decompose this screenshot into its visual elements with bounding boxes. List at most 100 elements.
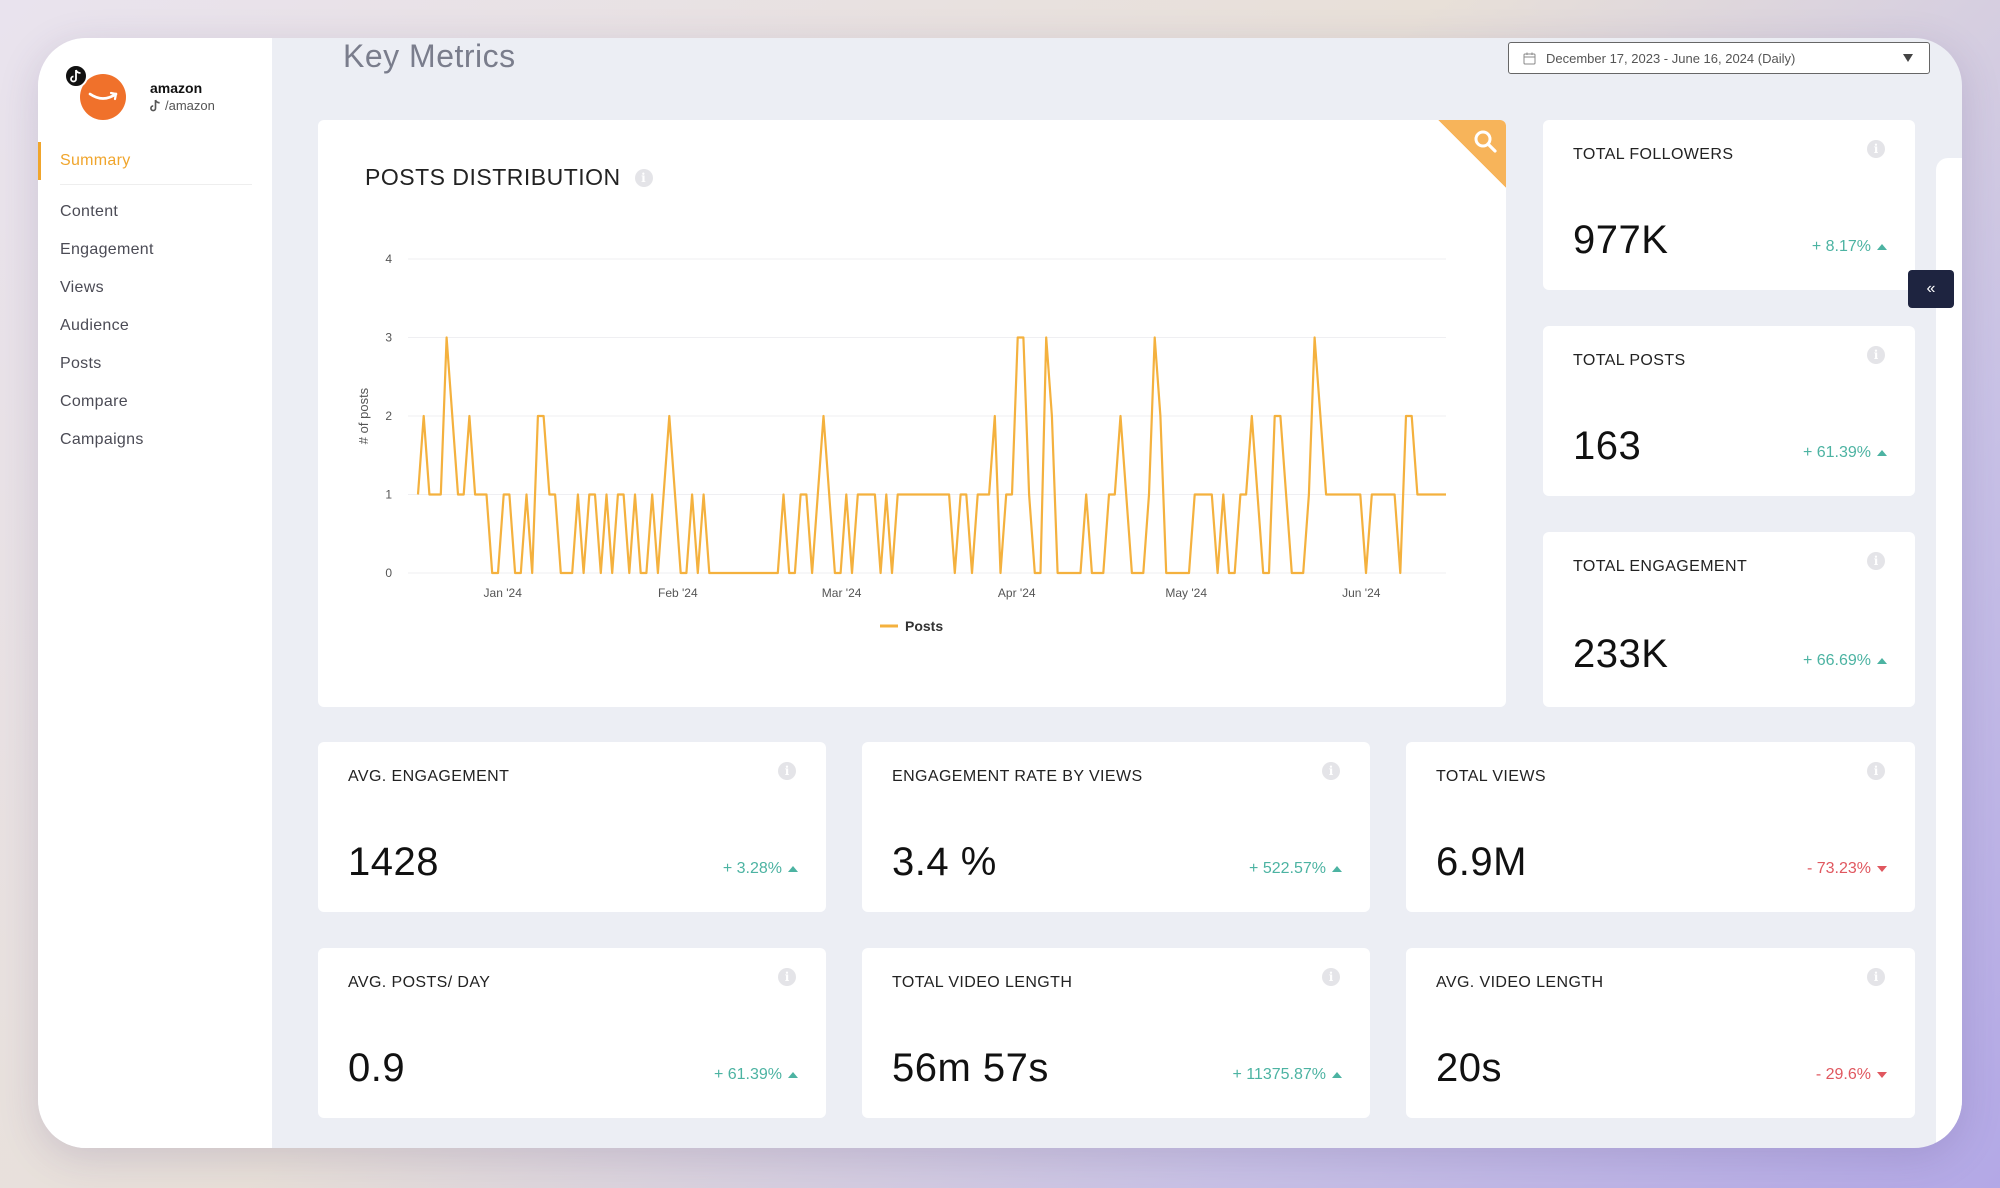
metric-change-text: + 61.39% (1802, 444, 1871, 461)
metric-card-engagement-rate: ENGAGEMENT RATE BY VIEWS i 3.4 % + 522.5… (862, 742, 1370, 912)
x-tick-label: Jan '24 (484, 586, 523, 600)
app-window: amazon /amazon Summary Content Engagemen… (38, 38, 1962, 1148)
brand-name: amazon (150, 80, 203, 96)
sidebar-nav: Summary Content Engagement Views Audienc… (38, 142, 272, 459)
trend-down-icon (1877, 866, 1887, 872)
info-icon[interactable]: i (1867, 346, 1885, 364)
metric-change-text: + 11375.87% (1232, 1066, 1326, 1083)
x-tick-label: Jun '24 (1342, 586, 1381, 600)
info-icon[interactable]: i (1867, 968, 1885, 986)
metric-title: AVG. ENGAGEMENT (348, 768, 510, 785)
metric-change-text: - 73.23% (1806, 860, 1871, 877)
brand-handle-text: /amazon (165, 98, 215, 113)
metric-value: 163 (1573, 424, 1642, 468)
y-tick-label: 1 (385, 488, 392, 502)
double-chevron-left-icon: « (1926, 280, 1936, 297)
metric-title: TOTAL VIEWS (1436, 768, 1546, 785)
metric-change: + 61.39% (714, 1066, 798, 1084)
y-tick-label: 4 (385, 252, 392, 266)
brand-handle: /amazon (150, 98, 215, 113)
calendar-icon (1523, 52, 1536, 64)
trend-up-icon (1332, 1072, 1342, 1078)
metric-card-total-posts: TOTAL POSTS i 163 + 61.39% (1543, 326, 1915, 496)
metric-change: + 66.69% (1803, 652, 1887, 670)
sidebar-item-compare[interactable]: Compare (60, 393, 128, 410)
x-tick-label: Apr '24 (998, 586, 1036, 600)
legend-label-posts: Posts (905, 618, 943, 634)
metric-change-text: - 29.6% (1815, 1066, 1871, 1083)
metric-value: 3.4 % (892, 840, 997, 884)
sidebar-item-views[interactable]: Views (60, 279, 104, 296)
chart-title: POSTS DISTRIBUTION i (365, 164, 653, 191)
trend-up-icon (788, 1072, 798, 1078)
metric-title: ENGAGEMENT RATE BY VIEWS (892, 768, 1143, 785)
info-icon[interactable]: i (634, 168, 653, 187)
metric-change-text: + 3.28% (722, 860, 782, 877)
y-tick-label: 3 (385, 331, 392, 345)
metric-change: - 73.23% (1807, 860, 1887, 878)
date-range-picker[interactable]: December 17, 2023 - June 16, 2024 (Daily… (1508, 42, 1930, 74)
info-icon[interactable]: i (778, 762, 796, 780)
tiktok-small-icon (150, 99, 160, 112)
sidebar-item-summary[interactable]: Summary (38, 142, 272, 180)
info-icon[interactable]: i (1867, 762, 1885, 780)
metric-change: - 29.6% (1816, 1066, 1887, 1084)
right-panel-edge (1936, 158, 1962, 1148)
metric-change: + 11375.87% (1232, 1066, 1342, 1084)
info-icon[interactable]: i (1867, 140, 1885, 158)
trend-down-icon (1877, 1072, 1887, 1078)
metric-title: TOTAL VIDEO LENGTH (892, 974, 1073, 991)
metric-value: 56m 57s (892, 1046, 1049, 1090)
y-tick-label: 0 (385, 566, 392, 580)
chart-title-text: POSTS DISTRIBUTION (365, 164, 621, 190)
sidebar: amazon /amazon Summary Content Engagemen… (38, 38, 272, 1148)
info-icon[interactable]: i (1322, 762, 1340, 780)
y-axis-label: # of posts (356, 387, 371, 444)
sidebar-item-campaigns[interactable]: Campaigns (60, 431, 144, 448)
metric-value: 20s (1436, 1046, 1502, 1090)
metric-change-text: + 522.57% (1249, 860, 1326, 877)
sidebar-item-engagement[interactable]: Engagement (60, 241, 154, 258)
metric-title: TOTAL ENGAGEMENT (1573, 558, 1748, 575)
sidebar-item-content[interactable]: Content (60, 203, 119, 220)
metric-card-total-views: TOTAL VIEWS i 6.9M - 73.23% (1406, 742, 1915, 912)
sidebar-item-audience[interactable]: Audience (60, 317, 130, 334)
trend-up-icon (1332, 866, 1342, 872)
posts-distribution-card: POSTS DISTRIBUTION i 0 1 2 3 4 Jan '24 Feb '2… (318, 120, 1506, 707)
metric-value: 233K (1573, 632, 1669, 676)
sidebar-item-posts[interactable]: Posts (60, 355, 102, 372)
metric-change-text: + 8.17% (1811, 238, 1871, 255)
tiktok-icon (64, 64, 88, 88)
metric-change: + 522.57% (1249, 860, 1342, 878)
metric-change: + 8.17% (1812, 238, 1887, 256)
legend[interactable]: Posts (880, 618, 943, 634)
brand-profile[interactable]: amazon /amazon (58, 52, 258, 122)
trend-up-icon (788, 866, 798, 872)
posts-line-chart: 0 1 2 3 4 Jan '24 Feb '24 Mar '24 Apr '24 May '2… (356, 252, 1446, 634)
trend-up-icon (1877, 244, 1887, 250)
info-icon[interactable]: i (1322, 968, 1340, 986)
zoom-corner[interactable] (1438, 120, 1506, 188)
metric-card-total-engagement: TOTAL ENGAGEMENT i 233K + 66.69% (1543, 532, 1915, 707)
date-range-value: December 17, 2023 - June 16, 2024 (Daily… (1546, 50, 1796, 66)
info-icon[interactable]: i (778, 968, 796, 986)
y-tick-label: 2 (385, 409, 392, 423)
trend-up-icon (1877, 450, 1887, 456)
search-icon (1474, 130, 1497, 153)
metric-title: AVG. VIDEO LENGTH (1436, 974, 1604, 991)
amazon-logo-icon (80, 74, 126, 120)
x-tick-label: May '24 (1165, 586, 1207, 600)
x-tick-label: Feb '24 (658, 586, 698, 600)
trend-up-icon (1877, 658, 1887, 664)
metric-value: 6.9M (1436, 840, 1527, 884)
chevron-down-icon (1903, 54, 1913, 62)
metric-card-avg-video-length: AVG. VIDEO LENGTH i 20s - 29.6% (1406, 948, 1915, 1118)
collapse-panel-button[interactable]: « (1908, 270, 1954, 308)
info-icon[interactable]: i (1867, 552, 1885, 570)
metric-card-avg-posts-day: AVG. POSTS/ DAY i 0.9 + 61.39% (318, 948, 826, 1118)
series-line-posts (416, 336, 1446, 575)
nav-divider (60, 184, 252, 185)
metric-value: 1428 (348, 840, 439, 884)
metric-title: TOTAL FOLLOWERS (1573, 146, 1734, 163)
metric-value: 0.9 (348, 1046, 406, 1090)
